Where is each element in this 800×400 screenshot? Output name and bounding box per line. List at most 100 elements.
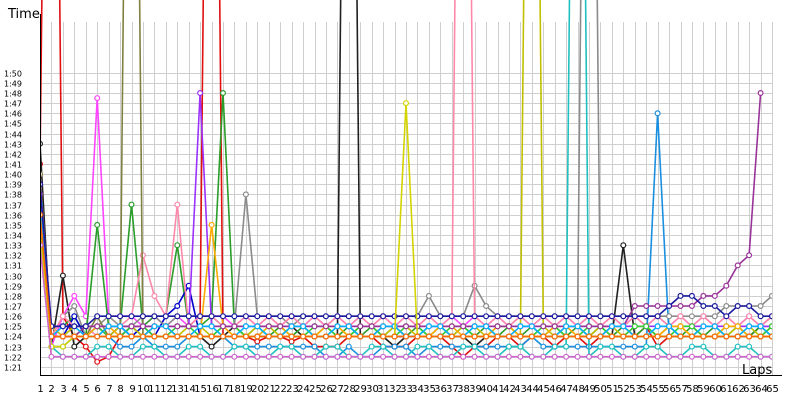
data-point — [757, 89, 764, 96]
data-point — [311, 343, 318, 350]
data-point — [688, 323, 695, 330]
x-tick-label: 4 — [71, 384, 77, 395]
data-point — [700, 323, 707, 330]
data-point — [403, 100, 410, 107]
data-point — [700, 313, 707, 320]
data-point — [505, 343, 512, 350]
data-point — [494, 343, 501, 350]
data-point — [403, 323, 410, 330]
data-point — [677, 303, 684, 310]
data-point — [585, 313, 592, 320]
x-tick-label: 55 — [652, 384, 665, 395]
x-tick-label: 23 — [286, 384, 299, 395]
data-point — [425, 313, 432, 320]
data-point — [711, 353, 718, 360]
data-point — [734, 262, 741, 269]
data-point — [517, 313, 524, 320]
x-tick-label: 44 — [526, 384, 539, 395]
data-point — [71, 333, 78, 340]
x-tick-label: 51 — [606, 384, 619, 395]
data-point — [677, 313, 684, 320]
data-point — [139, 343, 146, 350]
y-tick-label: 1:46 — [4, 110, 22, 119]
data-point — [585, 333, 592, 340]
data-point — [700, 303, 707, 310]
data-point — [597, 313, 604, 320]
data-point — [345, 323, 352, 330]
data-point — [174, 201, 181, 208]
y-tick-label: 1:33 — [4, 242, 22, 251]
data-point — [769, 333, 772, 340]
data-point — [574, 353, 581, 360]
data-point — [105, 313, 112, 320]
data-point — [688, 353, 695, 360]
series-20 — [40, 242, 772, 360]
data-point — [700, 343, 707, 350]
data-point — [608, 353, 615, 360]
data-point — [723, 333, 730, 340]
data-point — [517, 353, 524, 360]
x-tick-label: 29 — [354, 384, 367, 395]
data-point — [448, 333, 455, 340]
x-tick-label: 42 — [503, 384, 516, 395]
data-point — [242, 333, 249, 340]
x-tick-label: 8 — [117, 384, 123, 395]
data-point — [574, 333, 581, 340]
data-point — [688, 343, 695, 350]
x-tick-label: 54 — [640, 384, 653, 395]
data-point — [59, 333, 66, 340]
data-point — [391, 353, 398, 360]
data-point — [654, 313, 661, 320]
data-point — [540, 323, 547, 330]
data-point — [540, 343, 547, 350]
data-point — [300, 343, 307, 350]
data-point — [711, 292, 718, 299]
data-point — [208, 221, 215, 228]
data-point — [631, 303, 638, 310]
data-point — [620, 242, 627, 249]
data-point — [425, 333, 432, 340]
x-tick-label: 49 — [583, 384, 596, 395]
data-point — [585, 323, 592, 330]
data-point — [265, 313, 272, 320]
data-point — [654, 343, 661, 350]
y-tick-label: 1:24 — [4, 333, 22, 342]
data-point — [174, 242, 181, 249]
data-point — [220, 353, 227, 360]
data-point — [711, 333, 718, 340]
data-point — [620, 333, 627, 340]
data-point — [368, 343, 375, 350]
data-point — [597, 333, 604, 340]
data-point — [311, 323, 318, 330]
data-point — [151, 323, 158, 330]
data-point — [117, 353, 124, 360]
data-point — [711, 303, 718, 310]
data-point — [448, 343, 455, 350]
data-point — [437, 343, 444, 350]
x-tick-label: 61 — [720, 384, 733, 395]
data-point — [82, 353, 89, 360]
data-point — [368, 333, 375, 340]
data-point — [254, 323, 261, 330]
data-point — [688, 333, 695, 340]
data-point — [197, 313, 204, 320]
data-point — [185, 343, 192, 350]
data-point — [174, 323, 181, 330]
data-point — [505, 353, 512, 360]
data-point — [71, 292, 78, 299]
data-point — [311, 333, 318, 340]
x-tick-label: 11 — [148, 384, 161, 395]
data-point — [425, 343, 432, 350]
x-tick-label: 27 — [331, 384, 344, 395]
data-point — [128, 343, 135, 350]
data-point — [654, 323, 661, 330]
data-point — [242, 313, 249, 320]
data-point — [540, 333, 547, 340]
data-point — [723, 282, 730, 289]
data-point — [322, 323, 329, 330]
data-point — [265, 333, 272, 340]
data-point — [380, 313, 387, 320]
data-point — [220, 333, 227, 340]
x-tick-label: 57 — [675, 384, 688, 395]
